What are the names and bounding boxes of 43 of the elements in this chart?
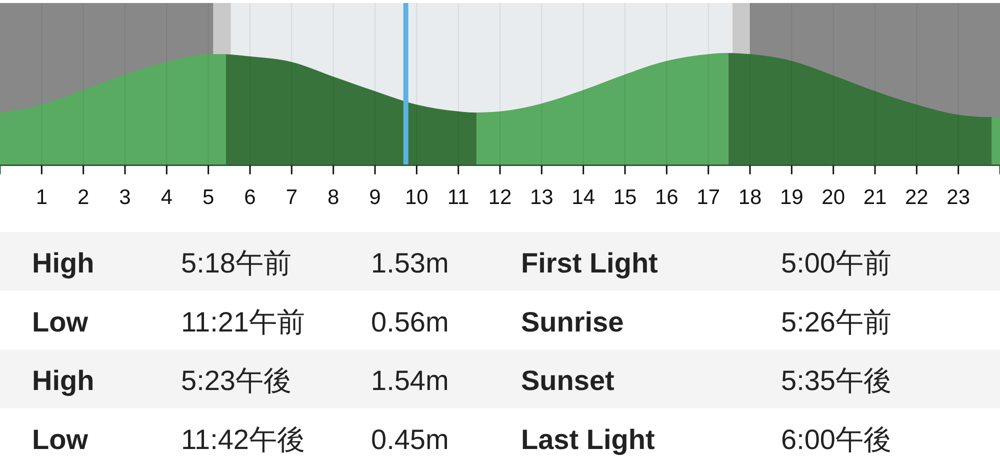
text: 5:23午後 — [181, 365, 292, 396]
text: 5:00午前 — [781, 248, 892, 279]
x-tick-label: 20 — [822, 186, 846, 210]
text: 5:26午前 — [781, 306, 892, 338]
x-tick-label: 8 — [327, 186, 340, 210]
text: High — [32, 248, 94, 279]
text: 6:00午後 — [781, 424, 892, 455]
x-tick-label: 9 — [369, 186, 381, 210]
x-tick-label: 14 — [572, 186, 596, 210]
x-tick-label: 15 — [613, 186, 637, 210]
x-tick-label: 3 — [119, 186, 131, 210]
x-tick-label: 11 — [447, 186, 470, 210]
x-tick-label: 5 — [202, 186, 214, 210]
x-tick-label: 2 — [77, 186, 90, 210]
x-tick-label: 1 — [36, 186, 48, 210]
x-tick-label: 6 — [244, 186, 256, 210]
text: 0.56m — [371, 306, 449, 338]
text: High — [32, 365, 94, 396]
text: Sunrise — [521, 306, 624, 338]
text: 5:18午前 — [181, 248, 292, 279]
x-tick-label: 17 — [696, 186, 720, 210]
text: 11:21午前 — [181, 306, 305, 338]
x-tick-label: 13 — [530, 186, 554, 210]
text: Low — [32, 424, 88, 455]
x-tick-label: 16 — [654, 186, 678, 210]
x-tick-label: 10 — [404, 186, 428, 210]
x-tick-label: 18 — [738, 186, 762, 210]
text: Last Light — [521, 424, 655, 455]
x-tick-label: 21 — [863, 186, 887, 210]
text: Sunset — [521, 365, 614, 396]
x-tick-label: 7 — [286, 186, 298, 210]
x-tick-label: 4 — [160, 186, 173, 210]
text: 0.45m — [371, 424, 449, 455]
text: 5:35午後 — [781, 365, 892, 396]
text: Low — [32, 306, 88, 338]
x-tick-label: 22 — [904, 186, 928, 210]
text: 11:42午後 — [181, 424, 305, 455]
text: 1.54m — [371, 365, 449, 396]
x-tick-label: 12 — [488, 186, 512, 210]
text: First Light — [521, 248, 658, 279]
x-tick-label: 23 — [946, 186, 970, 210]
x-tick-label: 19 — [780, 186, 804, 210]
text: 1.53m — [371, 248, 449, 279]
